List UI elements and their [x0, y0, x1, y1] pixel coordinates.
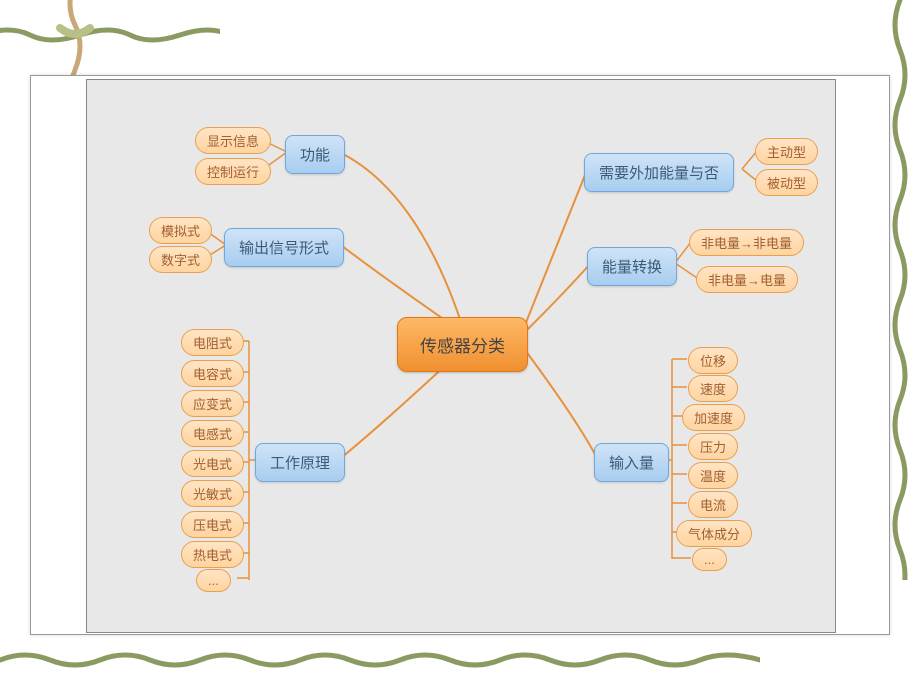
leaf-node: 热电式 [181, 541, 244, 568]
leaf-node: 光敏式 [181, 480, 244, 507]
leaf-node: 控制运行 [195, 158, 271, 185]
leaf-node: 电流 [688, 491, 738, 518]
leaf-node: 位移 [688, 347, 738, 374]
edge [525, 264, 590, 332]
leaf-node: 电感式 [181, 420, 244, 447]
leaf-node: 压力 [688, 433, 738, 460]
leaf-node: 非电量→非电量 [689, 229, 804, 256]
edge [339, 152, 462, 325]
leaf-node: 加速度 [682, 404, 745, 431]
category-node: 功能 [285, 135, 345, 174]
slide-frame: 传感器分类 功能显示信息控制运行输出信号形式模拟式数字式工作原理 电阻式电容式应变式… [30, 75, 890, 635]
leaf-node: 显示信息 [195, 127, 271, 154]
leaf-node: 被动型 [755, 169, 818, 196]
leaf-node: 气体成分 [676, 520, 752, 547]
category-node: 输入量 [594, 443, 669, 482]
leaf-node: 电容式 [181, 360, 244, 387]
leaf-node: 非电量→电量 [696, 266, 798, 293]
leaf-node: 主动型 [755, 138, 818, 165]
border-deco-bottom [0, 630, 760, 690]
category-node: 能量转换 [587, 247, 677, 286]
leaf-node: ... [196, 569, 231, 592]
category-node: 输出信号形式 [224, 228, 344, 267]
leaf-node: 温度 [688, 462, 738, 489]
edge [525, 170, 587, 325]
category-node: 工作原理 [255, 443, 345, 482]
leaf-node: 模拟式 [149, 217, 212, 244]
center-node: 传感器分类 [397, 317, 528, 372]
mindmap-canvas: 传感器分类 功能显示信息控制运行输出信号形式模拟式数字式工作原理 电阻式电容式应变式… [86, 79, 836, 633]
leaf-node: 数字式 [149, 246, 212, 273]
leaf-node: 电阻式 [181, 329, 244, 356]
leaf-node: 压电式 [181, 511, 244, 538]
leaf-node: ... [692, 548, 727, 571]
leaf-node: 速度 [688, 375, 738, 402]
leaf-node: 应变式 [181, 390, 244, 417]
category-node: 需要外加能量与否 [584, 153, 734, 192]
leaf-node: 光电式 [181, 450, 244, 477]
edge [525, 350, 597, 458]
